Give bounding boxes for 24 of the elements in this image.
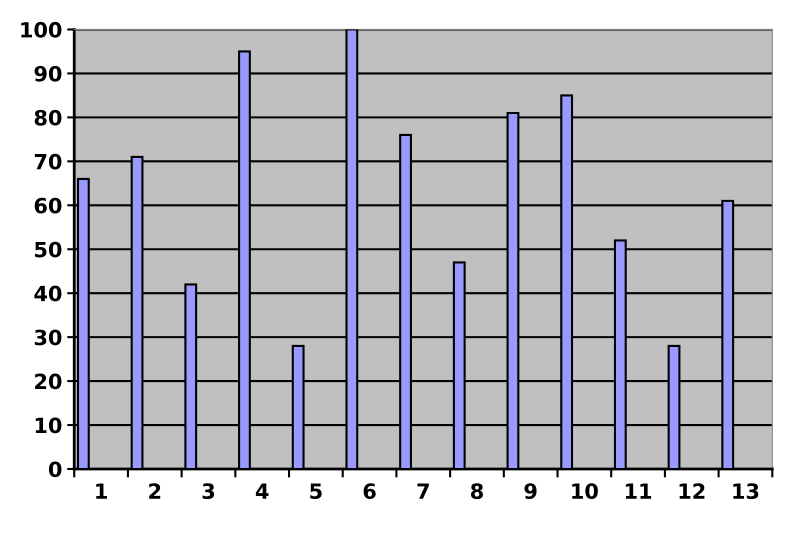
y-tick-label: 50 [35,242,62,258]
x-tick-label: 9 [524,483,537,500]
x-tick-label: 3 [202,483,214,500]
x-tick-label: 4 [256,484,268,499]
y-tick-label: 100 [21,22,62,38]
y-tick-label: 40 [34,286,62,302]
x-tick-label: 5 [310,484,322,500]
x-tick-label: 11 [626,484,652,499]
y-tick-label: 20 [35,374,62,390]
y-tick-label: 80 [34,110,62,126]
x-tick-label: 6 [364,483,376,500]
x-tick-label: 12 [680,483,704,499]
x-tick-label: 7 [417,484,429,499]
y-tick-label: 10 [36,418,62,434]
y-tick-label: 70 [34,154,62,170]
x-tick-label: 13 [733,483,758,500]
x-tick-label: 2 [149,483,160,499]
y-tick-label: 0 [48,461,62,478]
x-tick-label: 1 [96,484,107,499]
x-tick-label: 8 [470,483,483,500]
y-tick-label: 90 [34,66,62,82]
y-tick-label: 30 [34,330,62,346]
y-tick-label: 60 [34,198,62,214]
x-tick-label: 10 [572,483,598,500]
